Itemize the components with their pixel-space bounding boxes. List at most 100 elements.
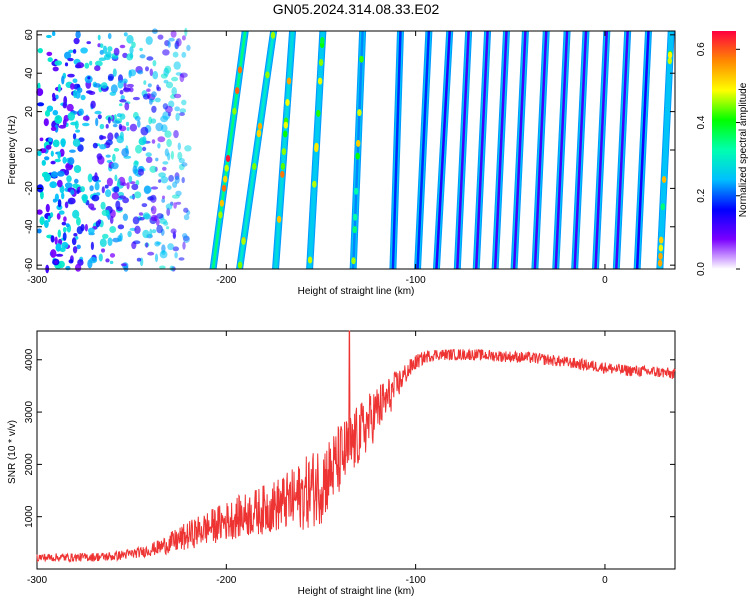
stripe-hotspot xyxy=(658,252,663,260)
noise-blob xyxy=(152,71,159,80)
noise-blob xyxy=(168,112,172,117)
stripe xyxy=(472,30,492,270)
noise-blob xyxy=(91,194,100,202)
noise-blob xyxy=(66,175,72,183)
noise-blob xyxy=(89,256,98,264)
noise-blob xyxy=(61,221,67,226)
noise-blob xyxy=(163,79,169,84)
stripe-hotspot xyxy=(235,87,240,95)
stripe-hotspot xyxy=(265,71,270,79)
noise-blob xyxy=(142,146,147,152)
noise-blob xyxy=(44,156,50,161)
noise-blob xyxy=(172,51,179,58)
stripe-core xyxy=(512,30,527,270)
noise-blob xyxy=(72,49,77,54)
noise-blob xyxy=(63,216,67,222)
noise-blob xyxy=(60,138,66,147)
noise-blob xyxy=(119,89,124,95)
noise-blob xyxy=(145,242,149,248)
stripe-hotspot xyxy=(355,152,360,160)
stripe-core xyxy=(573,30,588,270)
noise-blob xyxy=(181,99,187,106)
noise-blob xyxy=(61,241,69,249)
stripe-hotspot xyxy=(660,203,665,211)
noise-blob xyxy=(105,258,110,263)
stripe-hotspot xyxy=(218,211,223,219)
snr-frame xyxy=(36,330,676,570)
noise-blob xyxy=(157,143,161,149)
noise-blob xyxy=(61,75,65,85)
noise-blob xyxy=(41,159,46,166)
x-tick-label: -100 xyxy=(406,575,426,586)
noise-blob xyxy=(157,136,166,143)
noise-blob xyxy=(95,60,103,67)
noise-blob xyxy=(75,263,82,272)
y-tick-label: 20 xyxy=(24,106,35,118)
noise-blob xyxy=(127,230,132,238)
noise-blob xyxy=(57,170,65,177)
noise-blob xyxy=(138,168,144,176)
noise-blob xyxy=(145,152,152,157)
y-tick-label: 40 xyxy=(24,67,35,79)
noise-blob xyxy=(128,69,132,79)
noise-blob xyxy=(117,178,121,187)
noise-blob xyxy=(68,259,74,264)
noise-blob xyxy=(102,45,108,54)
noise-blob xyxy=(100,201,106,210)
noise-blob xyxy=(94,172,98,181)
noise-blob xyxy=(111,162,119,170)
noise-blob xyxy=(75,236,79,240)
noise-blob xyxy=(131,183,139,191)
stripe-hotspot xyxy=(280,170,285,178)
stripe-hotspot xyxy=(256,129,262,137)
noise-blob xyxy=(66,103,74,112)
noise-blob xyxy=(134,225,141,234)
noise-blob xyxy=(52,97,57,102)
noise-blob xyxy=(67,112,76,121)
noise-blob xyxy=(64,62,69,67)
noise-blob xyxy=(61,192,65,200)
noise-blob xyxy=(184,27,188,37)
stripe-core xyxy=(391,30,402,270)
y-tick-label: -60 xyxy=(24,257,35,272)
noise-blob xyxy=(62,118,67,127)
noise-blob xyxy=(99,49,105,55)
noise-blob xyxy=(73,233,78,237)
stripe-hotspot xyxy=(317,77,323,85)
noise-blob xyxy=(77,144,84,152)
noise-blob xyxy=(84,62,90,69)
noise-blob xyxy=(107,73,115,80)
noise-blob xyxy=(117,235,122,242)
noise-blob xyxy=(149,165,157,173)
noise-blob xyxy=(145,156,153,163)
stripe-hotspot xyxy=(352,226,357,234)
noise-blob xyxy=(155,157,159,162)
noise-blob xyxy=(149,228,153,238)
noise-blob xyxy=(72,209,80,219)
stripe-hotspot xyxy=(224,164,229,172)
colorbar-tick-label: 0.2 xyxy=(696,188,707,202)
stripe-hotspot xyxy=(658,244,664,252)
noise-blob xyxy=(138,212,144,216)
stripe-hotspot xyxy=(285,99,290,106)
noise-blob xyxy=(126,83,134,88)
noise-blob xyxy=(102,233,109,239)
noise-blob xyxy=(40,190,44,200)
noise-blob xyxy=(62,232,67,241)
noise-blob xyxy=(94,65,101,72)
snr-x-ticks: -300 -200 -100 0 xyxy=(27,331,608,586)
stripe-hotspot xyxy=(270,31,276,39)
noise-blob xyxy=(179,108,187,114)
noise-blob xyxy=(142,136,147,145)
x-tick-label: 0 xyxy=(602,275,608,286)
noise-blob xyxy=(177,142,181,151)
noise-blob xyxy=(67,197,76,205)
noise-blob xyxy=(46,51,53,57)
noise-blob xyxy=(93,83,101,88)
noise-blob xyxy=(151,105,157,113)
stripe-hotspot xyxy=(276,215,282,223)
noise-blob xyxy=(72,133,77,140)
noise-blob xyxy=(64,169,70,176)
noise-blob xyxy=(174,40,180,50)
noise-blob xyxy=(118,123,123,130)
